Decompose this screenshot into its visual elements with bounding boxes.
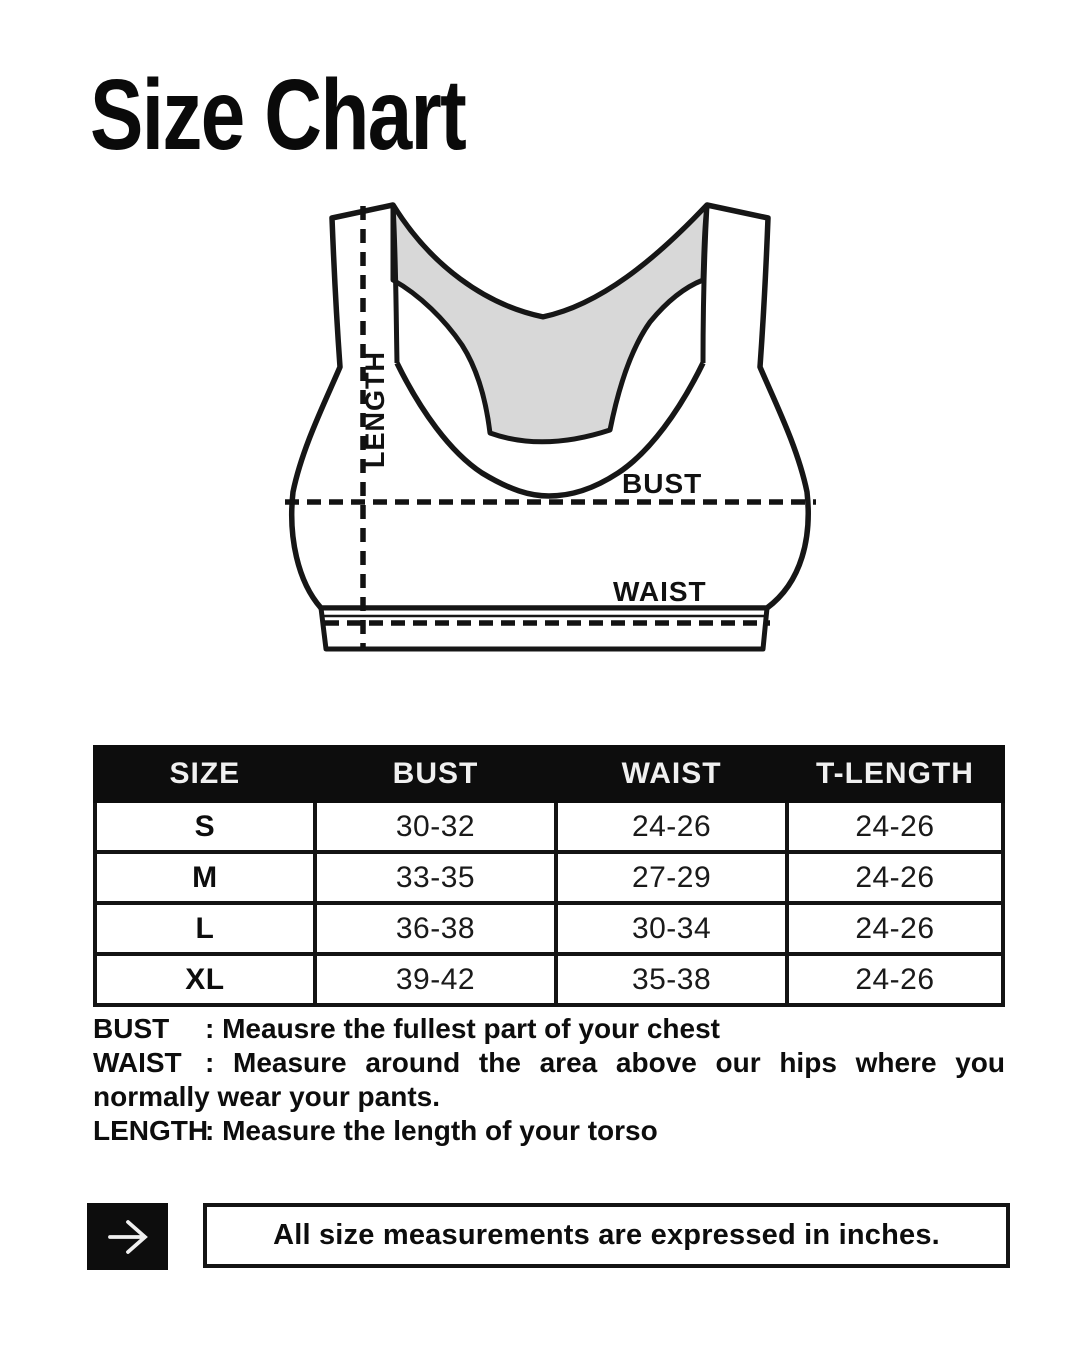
col-header-size: SIZE xyxy=(93,745,317,803)
bra-illustration: LENGTH BUST WAIST xyxy=(285,202,816,652)
guide-bust-text: : Meausre the fullest part of your chest xyxy=(205,1013,720,1044)
cell-t-length: 24-26 xyxy=(784,901,1006,956)
cell-t-length: 24-26 xyxy=(784,952,1006,1007)
guide-bust-label: BUST xyxy=(93,1013,170,1044)
arrow-right-icon xyxy=(107,1219,148,1254)
guide-length-label: LENGTH xyxy=(93,1115,209,1146)
table-row: S 30-32 24-26 24-26 xyxy=(93,799,1006,854)
guide-bust: BUST : Meausre the fullest part of your c… xyxy=(93,1012,1005,1046)
guide-waist-label: WAIST xyxy=(93,1047,182,1078)
measurement-guide: BUST : Meausre the fullest part of your c… xyxy=(93,1012,1005,1148)
page-title: Size Chart xyxy=(90,59,467,171)
cell-waist: 24-26 xyxy=(554,799,789,854)
arrow-tile xyxy=(87,1203,168,1270)
cell-waist: 30-34 xyxy=(554,901,789,956)
strap-inner-edge-left xyxy=(390,204,400,364)
sports-bra-measurement-diagram: LENGTH BUST WAIST xyxy=(280,190,840,665)
units-note-text: All size measurements are expressed in i… xyxy=(273,1219,940,1251)
cell-t-length: 24-26 xyxy=(784,850,1006,905)
table-row: L 36-38 30-34 24-26 xyxy=(93,901,1006,956)
cell-size: S xyxy=(93,799,317,854)
cell-size: M xyxy=(93,850,317,905)
bust-label: BUST xyxy=(622,468,702,499)
guide-waist: WAIST: Measure around the area above our… xyxy=(93,1046,1005,1114)
cell-waist: 35-38 xyxy=(554,952,789,1007)
guide-waist-text: : Measure around the area above our hips… xyxy=(93,1047,1005,1112)
size-chart-table: SIZE BUST WAIST T-LENGTH S 30-32 24-26 2… xyxy=(93,745,1006,1007)
front-neckline xyxy=(394,361,706,499)
units-note: All size measurements are expressed in i… xyxy=(203,1203,1010,1268)
cell-bust: 30-32 xyxy=(312,799,559,854)
table-row: M 33-35 27-29 24-26 xyxy=(93,850,1006,905)
waist-label: WAIST xyxy=(613,576,707,607)
cell-bust: 39-42 xyxy=(312,952,559,1007)
cell-bust: 33-35 xyxy=(312,850,559,905)
col-header-bust: BUST xyxy=(312,745,559,803)
guide-length: LENGTH: Measure the length of your torso xyxy=(93,1114,1005,1148)
col-header-t-length: T-LENGTH xyxy=(784,745,1006,803)
cell-t-length: 24-26 xyxy=(784,799,1006,854)
col-header-waist: WAIST xyxy=(554,745,789,803)
cell-size: XL xyxy=(93,952,317,1007)
strap-inner-edge-right xyxy=(700,204,710,364)
cell-size: L xyxy=(93,901,317,956)
table-row: XL 39-42 35-38 24-26 xyxy=(93,952,1006,1007)
length-label: LENGTH xyxy=(360,351,390,468)
cell-bust: 36-38 xyxy=(312,901,559,956)
bra-back-panel xyxy=(390,202,710,445)
table-header-row: SIZE BUST WAIST T-LENGTH xyxy=(93,745,1006,803)
guide-length-text: : Measure the length of your torso xyxy=(205,1115,658,1146)
cell-waist: 27-29 xyxy=(554,850,789,905)
bra-band xyxy=(318,605,770,652)
